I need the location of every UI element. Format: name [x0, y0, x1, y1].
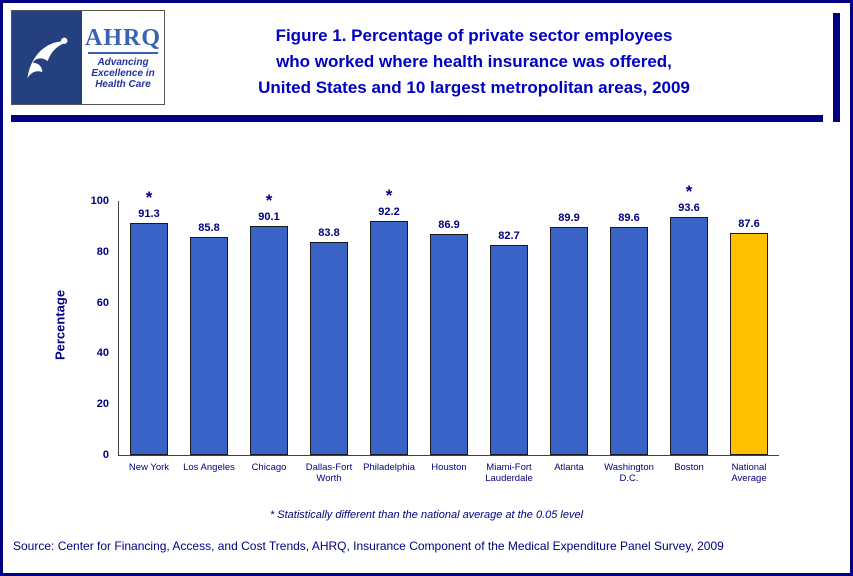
- y-tick-label: 40: [96, 347, 109, 360]
- bar-column: 83.8 Dallas-Fort Worth: [299, 201, 359, 484]
- bar-value-label: 86.9: [438, 219, 460, 232]
- y-axis: 0 20 40 60 80 100: [77, 195, 113, 461]
- bar-column: 85.8 Los Angeles: [179, 201, 239, 473]
- x-axis-label: Atlanta: [554, 462, 584, 473]
- bar-atlanta: [550, 226, 588, 455]
- y-tick-label: 80: [96, 245, 109, 258]
- y-tick-label: 100: [90, 195, 109, 207]
- bar-philadelphia: [370, 220, 408, 455]
- bar-value-label: 87.6: [738, 217, 760, 230]
- bar-column: 91.3 * New York: [119, 189, 179, 473]
- bar-los-angeles: [190, 237, 228, 455]
- bar-washington-d-c-: [610, 227, 648, 455]
- ahrq-tagline-line: Excellence in: [91, 67, 155, 79]
- bar-dallas-fort-worth: [310, 242, 348, 455]
- ahrq-tagline-line: Advancing: [97, 56, 149, 68]
- source-note: Source: Center for Financing, Access, an…: [13, 539, 724, 553]
- y-tick-label: 0: [102, 449, 109, 461]
- y-axis-title: Percentage: [52, 289, 68, 361]
- bar-national-average: [730, 232, 768, 455]
- logo-group: AHRQ Advancing Excellence in Health Care: [11, 10, 165, 105]
- bar-value-label: 91.3: [138, 208, 160, 221]
- header-rule-horizontal: [11, 115, 823, 122]
- hhs-eagle-logo: [12, 11, 82, 104]
- x-axis-label: Boston: [674, 462, 704, 473]
- ahrq-logo: AHRQ Advancing Excellence in Health Care: [82, 11, 164, 104]
- x-axis-label: Houston: [431, 462, 467, 473]
- bar-value-label: 89.9: [558, 211, 580, 224]
- x-axis-label: Miami-Fort Lauderdale: [485, 462, 533, 484]
- x-axis-label: Washington D.C.: [604, 462, 654, 484]
- bar-column: 90.1 * Chicago: [239, 192, 299, 473]
- bar-value-label: 85.8: [198, 222, 220, 235]
- y-tick-label: 20: [96, 398, 109, 411]
- significance-star: *: [265, 191, 273, 211]
- bar-value-label: 93.6: [678, 202, 700, 215]
- significance-star: *: [385, 185, 393, 205]
- bar-value-label: 92.2: [378, 205, 400, 218]
- ahrq-wordmark: AHRQ: [85, 24, 161, 51]
- x-axis-label: National Average: [731, 462, 767, 484]
- bar-value-label: 89.6: [618, 212, 640, 225]
- bar-value-label: 82.7: [498, 229, 520, 242]
- bar-column: 87.6 National Average: [719, 201, 779, 484]
- x-axis-label: Dallas-Fort Worth: [305, 462, 353, 484]
- bar-boston: [670, 217, 708, 455]
- bar-column: 92.2 * Philadelphia: [359, 187, 419, 473]
- bar-value-label: 90.1: [258, 211, 280, 224]
- bar-miami-fort-lauderdale: [490, 244, 528, 455]
- x-axis-label: Chicago: [251, 462, 287, 473]
- y-tick-label: 60: [96, 296, 109, 309]
- figure-title-line: who worked where health insurance was of…: [276, 52, 672, 71]
- ahrq-logo-divider: [88, 51, 158, 54]
- figure-title-line: Figure 1. Percentage of private sector e…: [275, 26, 673, 45]
- footnote: * Statistically different than the natio…: [269, 509, 584, 521]
- significance-star: *: [145, 188, 153, 208]
- bar-houston: [430, 234, 468, 455]
- figure-title: Figure 1. Percentage of private sector e…: [171, 23, 777, 101]
- x-axis-label: New York: [128, 462, 170, 473]
- bar-column: 89.9 Atlanta: [539, 201, 599, 473]
- bar-new-york: [130, 223, 168, 455]
- x-axis-label: Los Angeles: [183, 462, 235, 473]
- bar-value-label: 83.8: [318, 227, 340, 240]
- bar-column: 86.9 Houston: [419, 201, 479, 473]
- bar-chicago: [250, 226, 288, 455]
- hhs-eagle-icon: [18, 21, 76, 94]
- significance-star: *: [685, 182, 693, 202]
- bar-column: 89.6 Washington D.C.: [599, 201, 659, 484]
- plot-area: 91.3 * New York 85.8 Los Angeles 90.1 * Chicago…: [118, 183, 779, 484]
- x-axis-label: Philadelphia: [363, 462, 415, 473]
- ahrq-tagline: Advancing Excellence in Health Care: [91, 57, 154, 90]
- ahrq-tagline-line: Health Care: [95, 78, 151, 90]
- bar-column: 82.7 Miami-Fort Lauderdale: [479, 201, 539, 484]
- header-rule-vertical: [833, 13, 840, 122]
- bar-column: 93.6 * Boston: [659, 183, 719, 473]
- figure-title-line: United States and 10 largest metropolita…: [258, 78, 690, 97]
